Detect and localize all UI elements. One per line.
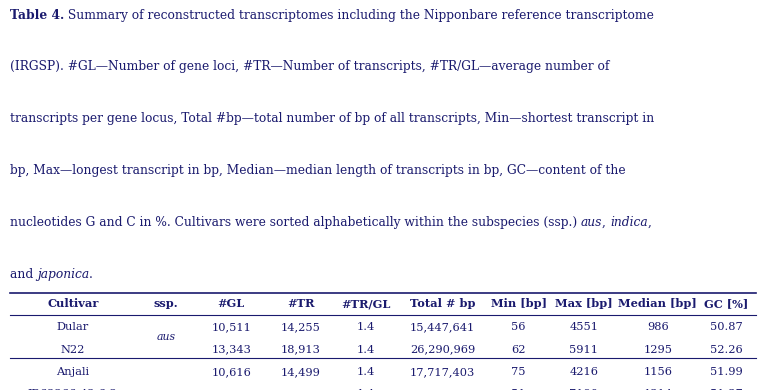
Text: 19,093: 19,093	[281, 389, 321, 390]
Text: indica: indica	[611, 216, 648, 229]
Text: #TR: #TR	[287, 298, 315, 309]
Text: Summary of reconstructed transcriptomes including the Nipponbare reference trans: Summary of reconstructed transcriptomes …	[64, 9, 654, 21]
Text: ,: ,	[648, 216, 652, 229]
Text: 17,717,403: 17,717,403	[410, 367, 475, 377]
Text: 51.99: 51.99	[710, 367, 743, 377]
Text: 51.37: 51.37	[710, 389, 743, 390]
Text: #TR/GL: #TR/GL	[342, 298, 391, 309]
Text: Max [bp]: Max [bp]	[555, 298, 613, 309]
Text: IR62266-42-6-2: IR62266-42-6-2	[28, 389, 118, 390]
Text: 52.26: 52.26	[710, 344, 743, 355]
Text: 18,913: 18,913	[281, 344, 321, 355]
Text: GC [%]: GC [%]	[704, 298, 748, 309]
Text: 1.4: 1.4	[357, 322, 375, 332]
Text: 10,616: 10,616	[211, 367, 251, 377]
Text: 56: 56	[512, 322, 526, 332]
Text: aus: aus	[156, 332, 175, 342]
Text: nucleotides G and C in %. Cultivars were sorted alphabetically within the subspe: nucleotides G and C in %. Cultivars were…	[10, 216, 581, 229]
Text: transcripts per gene locus, Total #bp—total number of bp of all transcripts, Min: transcripts per gene locus, Total #bp—to…	[10, 112, 654, 125]
Text: 4551: 4551	[569, 322, 598, 332]
Text: 1.4: 1.4	[357, 344, 375, 355]
Text: 1.4: 1.4	[357, 389, 375, 390]
Text: 1295: 1295	[643, 344, 673, 355]
Text: 75: 75	[512, 367, 526, 377]
Text: Cultivar: Cultivar	[47, 298, 98, 309]
Text: bp, Max—longest transcript in bp, Median—median length of transcripts in bp, GC—: bp, Max—longest transcript in bp, Median…	[10, 164, 626, 177]
Text: 13,227: 13,227	[211, 389, 251, 390]
Text: Anjali: Anjali	[56, 367, 90, 377]
Text: japonica: japonica	[37, 268, 89, 281]
Text: aus: aus	[581, 216, 602, 229]
Text: 986: 986	[647, 322, 669, 332]
Text: 62: 62	[512, 344, 526, 355]
Text: Total # bp: Total # bp	[410, 298, 475, 309]
Text: 4216: 4216	[569, 367, 598, 377]
Text: N22: N22	[61, 344, 85, 355]
Text: 5911: 5911	[569, 344, 598, 355]
Text: 14,255: 14,255	[281, 322, 321, 332]
Text: 10,511: 10,511	[211, 322, 251, 332]
Text: ssp.: ssp.	[154, 298, 178, 309]
Text: 1314: 1314	[643, 389, 673, 390]
Text: Min [bp]: Min [bp]	[491, 298, 547, 309]
Text: (IRGSP). #GL—Number of gene loci, #TR—Number of transcripts, #TR/GL—average numb: (IRGSP). #GL—Number of gene loci, #TR—Nu…	[10, 60, 609, 73]
Text: 15,447,641: 15,447,641	[410, 322, 475, 332]
Text: 13,343: 13,343	[211, 344, 251, 355]
Text: 14,499: 14,499	[281, 367, 321, 377]
Text: ,: ,	[602, 216, 611, 229]
Text: 7190: 7190	[569, 389, 598, 390]
Text: 26,290,969: 26,290,969	[410, 344, 475, 355]
Text: Table 4.: Table 4.	[10, 9, 64, 21]
Text: and: and	[10, 268, 37, 281]
Text: Dular: Dular	[57, 322, 89, 332]
Text: 1156: 1156	[643, 367, 673, 377]
Text: 1.4: 1.4	[357, 367, 375, 377]
Text: 51: 51	[512, 389, 526, 390]
Text: .: .	[89, 268, 93, 281]
Text: 26,791,848: 26,791,848	[410, 389, 475, 390]
Text: #GL: #GL	[218, 298, 245, 309]
Text: 50.87: 50.87	[710, 322, 743, 332]
Text: Median [bp]: Median [bp]	[618, 298, 697, 309]
